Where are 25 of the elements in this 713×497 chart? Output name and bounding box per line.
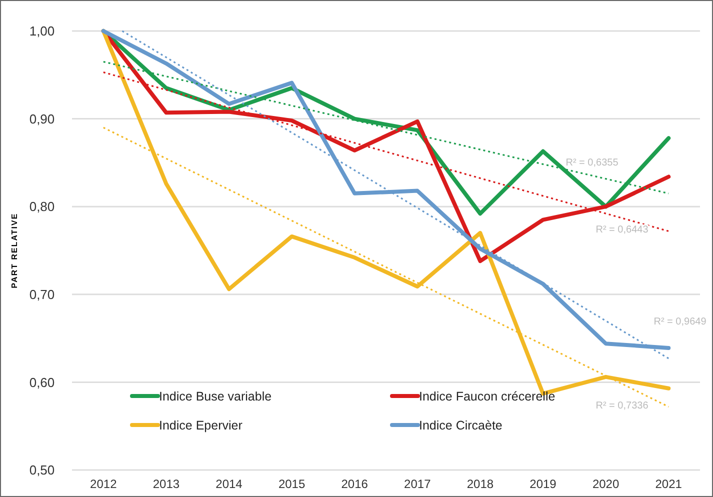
annotation: R² = 0,6355 (566, 158, 619, 168)
y-tick-label: 0,50 (29, 462, 55, 478)
y-axis-title: PART RELATIVE (10, 212, 19, 288)
annotation: R² = 0,7336 (596, 400, 649, 412)
legend-label: Indice Faucon crécerelle (419, 389, 556, 404)
y-tick-label: 1,00 (29, 24, 55, 39)
x-tick-label: 2021 (655, 477, 682, 491)
annotation: R² = 0,9649 (654, 316, 707, 328)
x-tick-label: 2019 (530, 477, 557, 491)
y-tick-label: 0,60 (29, 374, 55, 390)
y-tick-label: 0,70 (29, 286, 55, 302)
annotation: R² = 0,6443 (596, 224, 649, 236)
legend-label: Indice Epervier (159, 418, 242, 432)
x-tick-label: 2018 (466, 477, 494, 491)
legend-label: Indice Buse variable (159, 389, 272, 404)
x-tick-label: 2015 (278, 477, 306, 491)
x-tick-label: 2020 (592, 477, 620, 491)
y-tick-label: 0,90 (29, 111, 55, 126)
x-tick-label: 2014 (216, 477, 243, 491)
y-tick-label: 0,80 (29, 199, 55, 214)
x-tick-label: 2016 (341, 477, 368, 491)
x-tick-label: 2012 (90, 477, 118, 491)
x-tick-label: 2017 (404, 477, 432, 491)
x-tick-label: 2013 (152, 477, 180, 491)
legend-label: Indice Circaète (419, 418, 502, 432)
